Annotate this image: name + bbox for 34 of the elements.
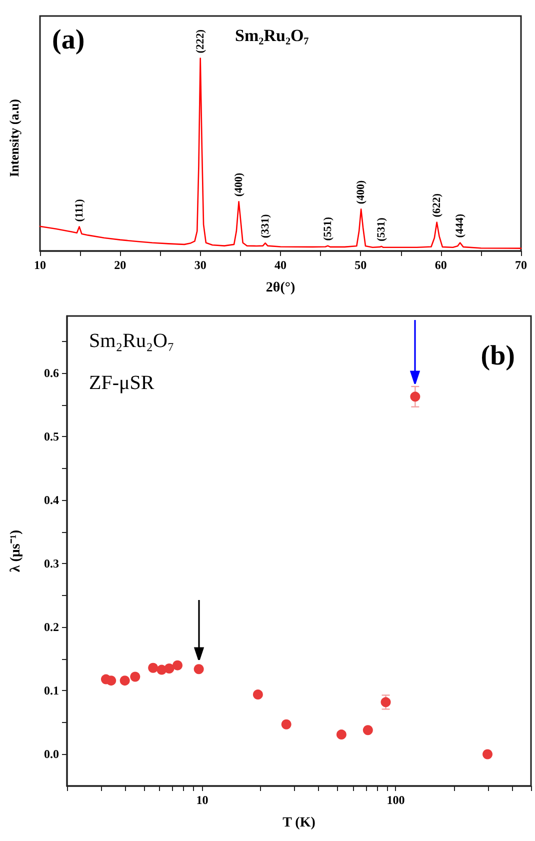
- y-tick-label: 0.3: [44, 556, 59, 571]
- x-tick-label: 30: [194, 258, 206, 272]
- annotation: (b): [480, 340, 516, 372]
- y-tick-label: 0.5: [44, 430, 59, 444]
- annotation: (111): [73, 198, 86, 222]
- y-tick-label: 0.1: [44, 684, 59, 698]
- y-tick-label: 0.6: [44, 366, 59, 380]
- text: ZF-μSR: [89, 372, 155, 394]
- x-tick-label: 40: [274, 258, 286, 272]
- x-tick-label: 20: [114, 258, 126, 272]
- x-tick-label: 60: [434, 258, 447, 272]
- annotation: (531): [376, 217, 388, 242]
- annotation: (622): [430, 193, 443, 218]
- x-tick-label: 10: [34, 258, 46, 272]
- y-axis-title: Intensity (a.u): [6, 98, 22, 178]
- chart-title: Sm₂Ru₂O₇: [235, 26, 309, 45]
- x-tick-label: 70: [515, 258, 527, 272]
- y-tick-label: 0.2: [44, 620, 59, 634]
- x-tick-label: 100: [386, 793, 405, 807]
- y-axis-title: λ (μs⁻¹): [8, 530, 24, 572]
- x-axis-title: 2θ(°): [266, 280, 296, 296]
- text: (a): [52, 24, 85, 56]
- annotation: (444): [454, 214, 466, 238]
- annotation: (400): [355, 180, 368, 204]
- annotation: (551): [322, 216, 334, 241]
- annotation: (331): [259, 214, 272, 238]
- y-tick-label: 0.0: [44, 747, 59, 762]
- annotation: (400): [232, 172, 245, 197]
- x-axis-title: T (K): [282, 816, 316, 830]
- y-tick-label: 0.4: [44, 493, 59, 508]
- x-tick-label: 50: [354, 258, 367, 272]
- annotation: (222): [194, 29, 206, 54]
- x-tick-label: 10: [196, 793, 208, 807]
- text: Sm₂Ru₂O₇: [89, 330, 174, 352]
